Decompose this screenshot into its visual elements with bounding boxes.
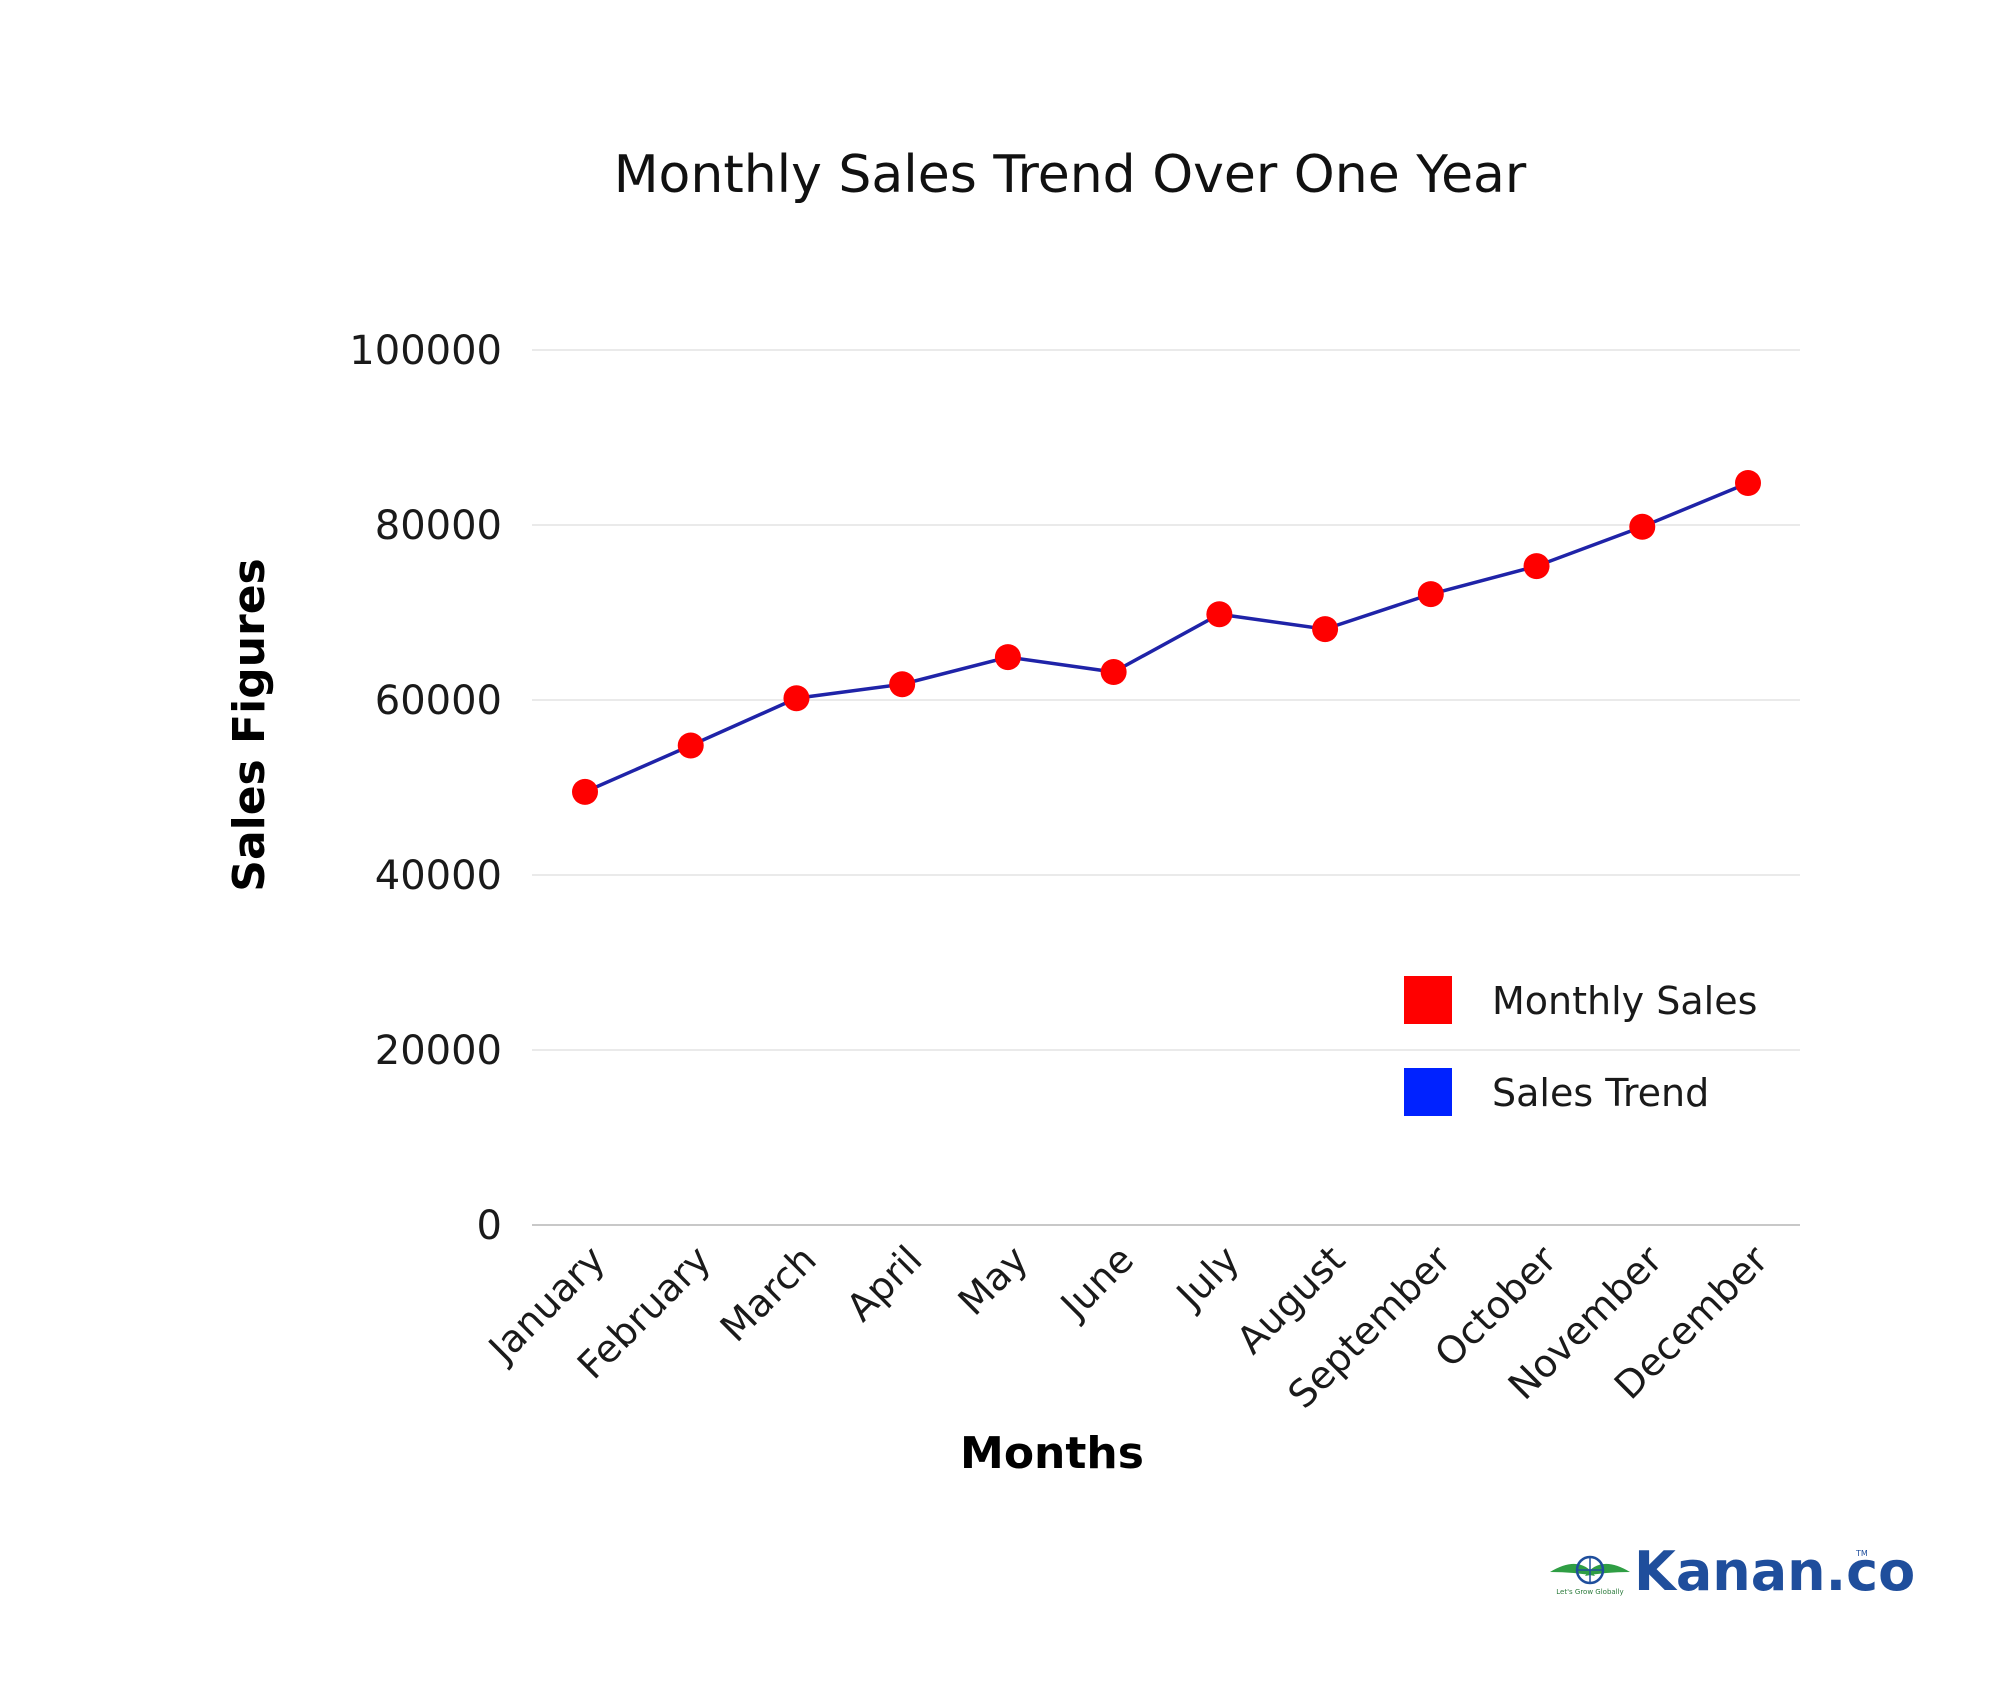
y-tick-label: 80000	[375, 503, 502, 549]
data-point	[1735, 470, 1761, 496]
x-tick-label: July	[1167, 1237, 1248, 1318]
data-point	[994, 644, 1021, 671]
brand-logo: Let's Grow Globally Kanan.co TM	[1550, 1540, 1915, 1603]
data-point	[1312, 616, 1339, 643]
data-point	[1523, 553, 1550, 580]
data-point	[889, 671, 916, 698]
data-point	[1417, 581, 1444, 608]
legend-label-monthly-sales: Monthly Sales	[1492, 979, 1757, 1023]
y-tick-label: 100000	[349, 328, 502, 374]
legend-swatch-monthly-sales	[1404, 976, 1452, 1024]
legend-swatch-sales-trend	[1404, 1068, 1452, 1116]
x-tick-label: June	[1051, 1237, 1142, 1328]
y-tick-label: 40000	[375, 853, 502, 899]
x-axis-label: Months	[960, 1428, 1144, 1479]
y-tick-label: 20000	[375, 1028, 502, 1074]
gridlines	[532, 349, 1800, 1226]
y-axis-ticks: 0 20000 40000 60000 80000 100000	[349, 328, 502, 1249]
x-tick-label: May	[950, 1237, 1037, 1324]
trademark: TM	[1855, 1549, 1868, 1558]
x-tick-label: April	[838, 1237, 931, 1330]
y-axis-label: Sales Figures	[224, 558, 275, 892]
chart-title: Monthly Sales Trend Over One Year	[614, 145, 1527, 205]
globe-icon	[1550, 1555, 1630, 1585]
x-tick-label: March	[712, 1237, 825, 1350]
y-tick-label: 0	[477, 1203, 502, 1249]
legend-label-sales-trend: Sales Trend	[1492, 1071, 1709, 1115]
data-point	[572, 778, 598, 805]
y-tick-label: 60000	[375, 678, 502, 724]
brand-tagline: Let's Grow Globally	[1556, 1588, 1623, 1596]
data-point	[1629, 513, 1656, 540]
data-point	[677, 732, 704, 759]
legend: Monthly Sales Sales Trend	[1404, 976, 1757, 1116]
data-point	[783, 685, 810, 712]
brand-name: Kanan.co	[1634, 1540, 1915, 1603]
sales-trend-line	[584, 481, 1749, 794]
data-points	[572, 470, 1761, 805]
data-point	[1100, 659, 1127, 685]
data-point	[1206, 601, 1233, 628]
